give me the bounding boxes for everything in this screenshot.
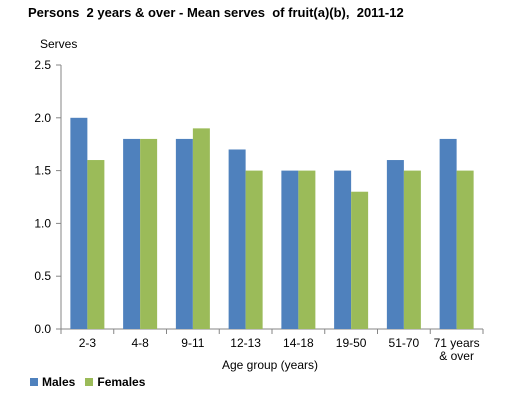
bar-males	[228, 149, 246, 329]
y-axis-label: Serves	[40, 37, 77, 51]
legend-swatch-males	[30, 378, 38, 386]
x-tick-label: 71 years	[434, 336, 480, 350]
x-ticks: 2-3 4-8 9-11 12-13 14-18 19-50 51-70 71 years& …	[60, 329, 484, 363]
legend-item-males: Males	[30, 375, 75, 389]
y-tick-label: 1.5	[34, 164, 51, 178]
x-tick-label: 9-11	[181, 336, 204, 350]
x-tick-label: 14-18	[283, 336, 314, 350]
x-tick-label: 51-70	[389, 336, 420, 350]
x-tick-label: 12-13	[230, 336, 261, 350]
bar-females	[456, 170, 474, 329]
x-tick-label: 4-8	[131, 336, 149, 350]
y-tick-label: 0.0	[34, 322, 51, 336]
y-tick-label: 1.0	[34, 216, 51, 230]
x-tick-label: 19-50	[336, 336, 367, 350]
y-tick-label: 2.0	[34, 111, 51, 125]
legend: Males Females	[30, 375, 155, 389]
bar-males	[70, 117, 88, 329]
bar-females	[140, 138, 158, 329]
bar-females	[351, 191, 369, 329]
bar-males	[334, 170, 352, 329]
x-axis-label: Age group (years)	[222, 358, 318, 372]
x-tick-label: 2-3	[79, 336, 97, 350]
legend-item-females: Females	[85, 375, 145, 389]
y-tick-label: 0.5	[34, 269, 51, 283]
bar-males	[281, 170, 299, 329]
chart-title: Persons 2 years & over - Mean serves of …	[28, 5, 404, 20]
bar-females	[403, 170, 421, 329]
bar-males	[175, 138, 193, 329]
y-tick-label: 2.5	[34, 58, 51, 72]
legend-swatch-females	[85, 378, 94, 386]
bar-males	[386, 160, 404, 329]
y-ticks: 0.0 0.5 1.0 1.5 2.0 2.5	[34, 58, 61, 336]
bar-females	[87, 160, 105, 329]
legend-label-females: Females	[97, 375, 146, 389]
bar-males	[123, 138, 141, 329]
bar-females	[298, 170, 316, 329]
bar-females	[245, 170, 263, 329]
legend-label-males: Males	[42, 375, 76, 389]
bar-females	[192, 128, 210, 329]
bars	[70, 117, 474, 329]
bar-males	[439, 138, 457, 329]
x-tick-label: & over	[439, 349, 474, 363]
